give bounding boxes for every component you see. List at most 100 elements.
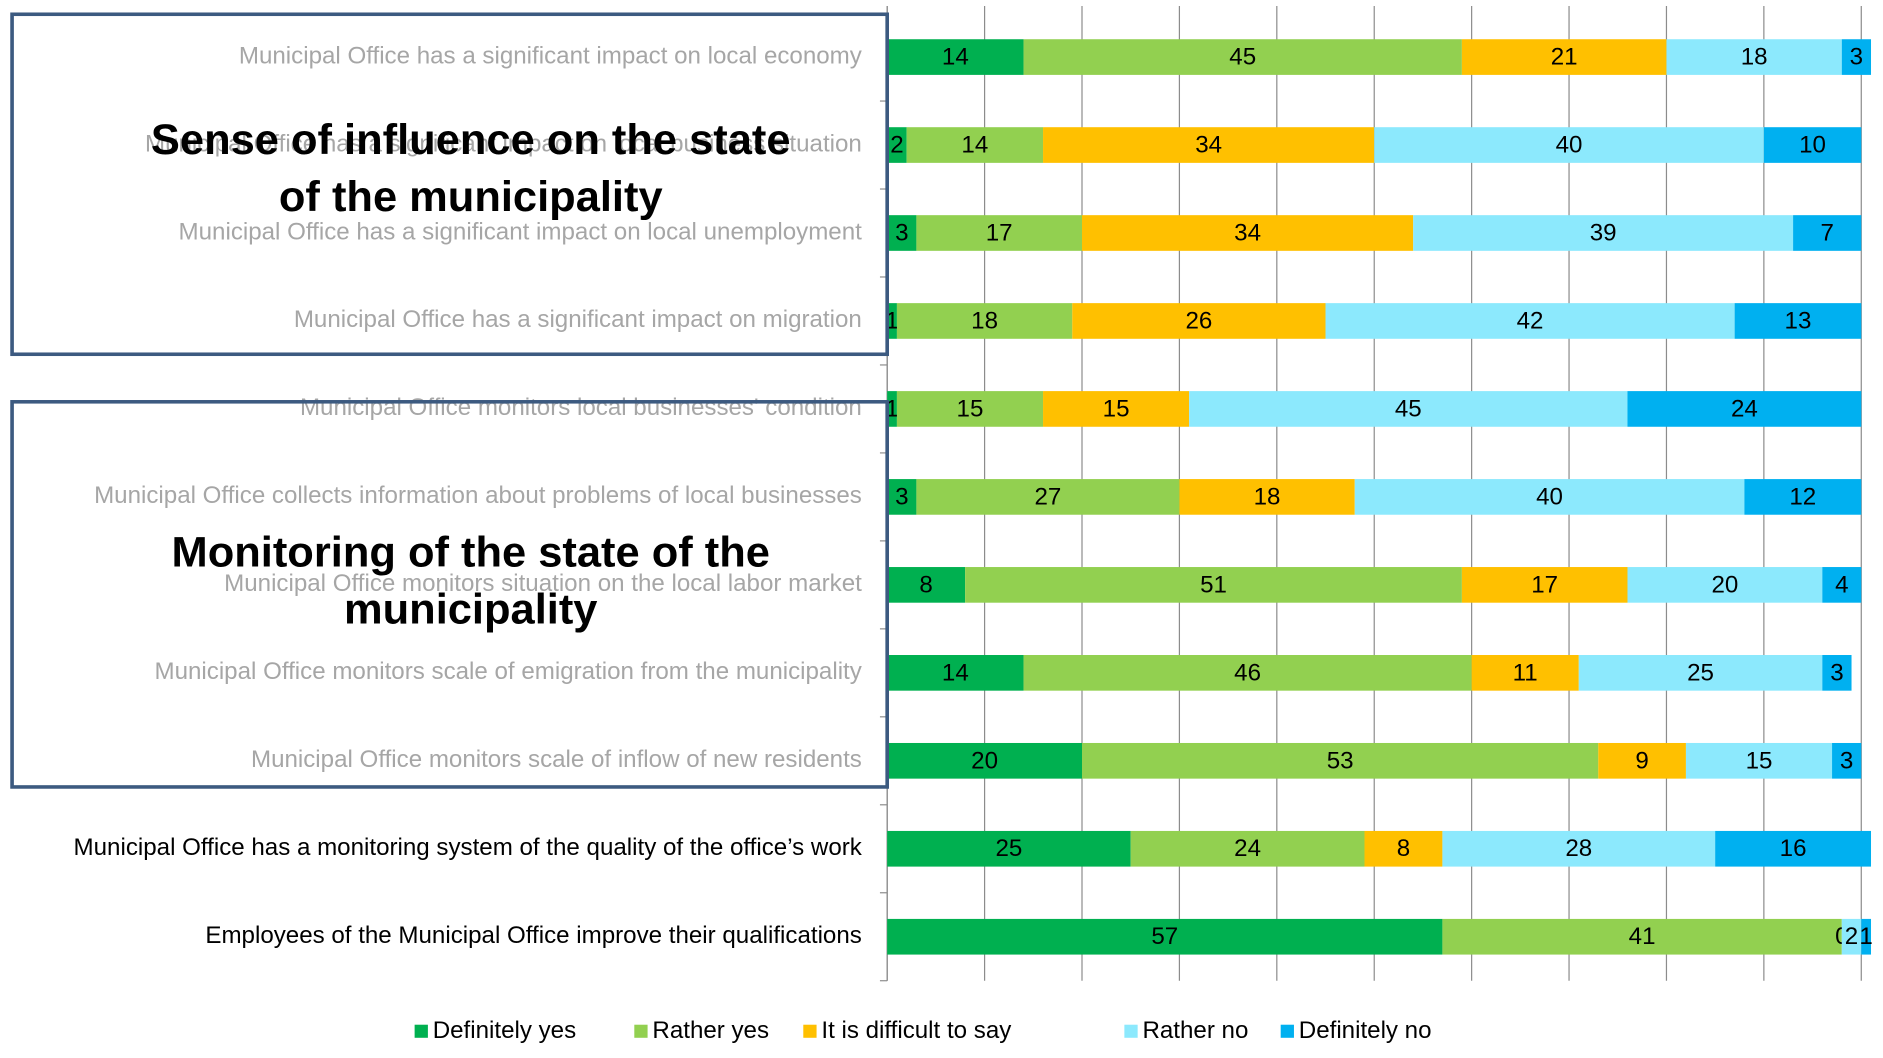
value-label: 15 — [1103, 396, 1130, 423]
bar-segment — [887, 830, 1131, 867]
bar-segment — [965, 567, 1462, 603]
bar-segment — [1082, 742, 1599, 779]
value-label: 27 — [1034, 484, 1061, 511]
category-label: Municipal Office monitors scale of inflo… — [251, 746, 862, 773]
annotation-text: Monitoring of the state of the — [172, 529, 770, 577]
bar-segment — [887, 391, 897, 427]
annotation-text: Sense of influence on the state — [151, 116, 791, 164]
category-label: Municipal Office monitors scale of emigr… — [154, 658, 861, 685]
value-label: 14 — [942, 44, 969, 71]
bar-segment — [1685, 742, 1833, 779]
bar-segment — [1461, 39, 1667, 75]
value-label: 17 — [986, 220, 1013, 247]
value-label: 24 — [1731, 396, 1758, 423]
category-label: Municipal Office has a significant impac… — [239, 43, 862, 70]
value-label: 15 — [1746, 747, 1773, 774]
category-label: Municipal Office has a significant impac… — [179, 218, 863, 245]
bar-segment — [1734, 303, 1862, 339]
bar-segment — [1793, 215, 1862, 251]
legend-label: Definitely yes — [433, 1017, 576, 1044]
category-label: Employees of the Municipal Office improv… — [205, 922, 861, 949]
value-label: 57 — [1151, 923, 1178, 950]
bar-segment — [1461, 567, 1628, 603]
value-label: 16 — [1780, 835, 1807, 862]
bar-segment — [1179, 479, 1355, 515]
bar-segment — [887, 742, 1083, 779]
annotation-text: of the municipality — [279, 173, 663, 221]
bar-segment — [1023, 655, 1472, 691]
value-label: 12 — [1789, 484, 1816, 511]
value-label: 34 — [1234, 220, 1261, 247]
value-label: 17 — [1531, 572, 1558, 599]
value-label: 7 — [1820, 220, 1833, 247]
bar-segment — [916, 479, 1180, 515]
legend-swatch — [634, 1024, 648, 1038]
annotation-box — [10, 12, 889, 357]
bar-segment — [1189, 391, 1628, 427]
bar-segment — [1627, 567, 1823, 603]
value-label: 24 — [1234, 835, 1261, 862]
value-label: 8 — [1397, 835, 1410, 862]
value-label: 9 — [1635, 747, 1648, 774]
value-label: 14 — [942, 659, 969, 686]
value-label: 45 — [1229, 44, 1256, 71]
value-label: 4 — [1835, 572, 1848, 599]
bar-segment — [1578, 655, 1823, 691]
bar-segment — [1822, 567, 1862, 603]
legend-swatch — [803, 1024, 817, 1038]
legend-swatch — [414, 1024, 428, 1038]
bar-segment — [1841, 39, 1872, 75]
annotation-box — [10, 400, 889, 789]
bar-segment — [1841, 918, 1862, 955]
bar-segment — [1627, 391, 1862, 427]
bar-segment — [887, 567, 966, 603]
legend-swatch — [1124, 1024, 1138, 1038]
value-label: 3 — [1850, 44, 1863, 71]
bar-segment — [1666, 39, 1842, 75]
legend-label: Rather no — [1142, 1017, 1248, 1044]
category-label: Municipal Office monitors local business… — [300, 394, 862, 421]
value-label: 18 — [1741, 44, 1768, 71]
value-label: 18 — [1254, 484, 1281, 511]
category-label: Municipal Office has a monitoring system… — [74, 834, 862, 861]
category-label: Municipal Office collects information ab… — [94, 482, 862, 509]
bar-segment — [1822, 655, 1852, 691]
bar-segment — [1364, 830, 1443, 867]
bar-segment — [906, 127, 1044, 163]
value-label: 34 — [1195, 132, 1222, 159]
bar-segment — [1023, 39, 1462, 75]
value-label: 25 — [1687, 659, 1714, 686]
value-label: 3 — [895, 484, 908, 511]
value-label: 20 — [1711, 572, 1738, 599]
value-label: 20 — [971, 747, 998, 774]
value-label: 1 — [1859, 923, 1872, 950]
value-label: 14 — [961, 132, 988, 159]
value-label: 3 — [895, 220, 908, 247]
value-label: 25 — [996, 835, 1023, 862]
bar-segment — [1082, 215, 1414, 251]
bar-segment — [887, 215, 917, 251]
bar-segment — [1763, 127, 1862, 163]
bar-segment — [1744, 479, 1862, 515]
bar-segment — [887, 479, 917, 515]
value-label: 3 — [1840, 747, 1853, 774]
value-label: 45 — [1395, 396, 1422, 423]
value-label: 21 — [1551, 44, 1578, 71]
bar-segment — [887, 39, 1024, 75]
legend-swatch — [1280, 1024, 1294, 1038]
legend-label: It is difficult to say — [821, 1017, 1011, 1044]
legend-label: Rather yes — [652, 1017, 769, 1044]
bar-segment — [887, 655, 1024, 691]
legend-label: Definitely no — [1299, 1017, 1432, 1044]
bar-segment — [1354, 479, 1745, 515]
value-label: 3 — [1830, 659, 1843, 686]
value-label: 18 — [971, 308, 998, 335]
value-label: 11 — [1513, 659, 1538, 686]
bar-segment — [1043, 127, 1375, 163]
category-label: Municipal Office monitors situation on t… — [224, 570, 862, 597]
bar-segment — [916, 215, 1083, 251]
bar-segment — [887, 127, 907, 163]
value-label: 8 — [919, 572, 932, 599]
bar-segment — [1043, 391, 1190, 427]
